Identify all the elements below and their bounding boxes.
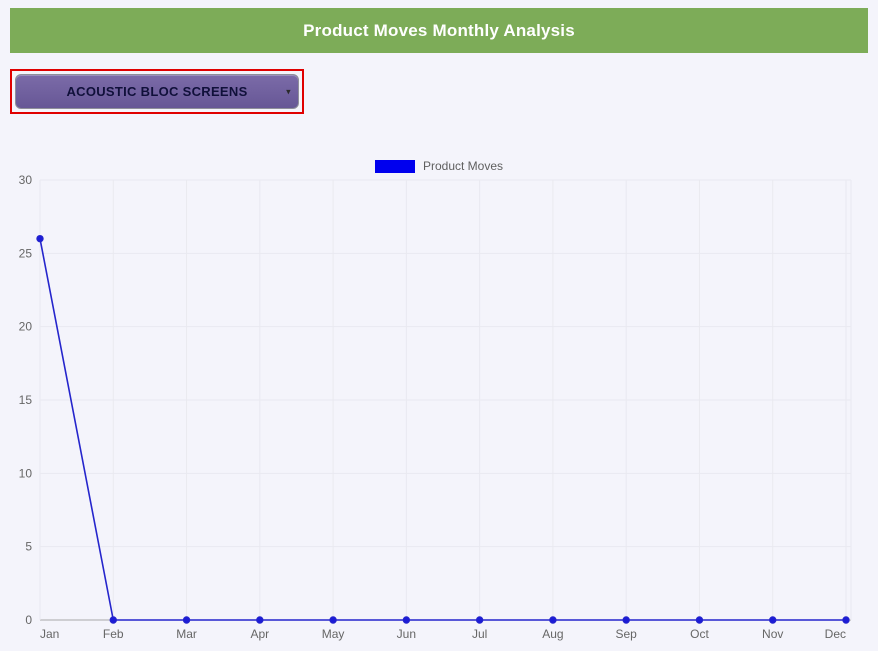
highlight-box: ACOUSTIC BLOC SCREENS ▾ [10, 69, 304, 114]
svg-text:Sep: Sep [616, 627, 638, 641]
svg-text:Aug: Aug [542, 627, 563, 641]
selector-row: ACOUSTIC BLOC SCREENS ▾ [10, 69, 878, 114]
svg-text:25: 25 [19, 246, 33, 260]
svg-text:5: 5 [25, 540, 32, 554]
svg-text:10: 10 [19, 466, 33, 480]
chevron-down-icon: ▾ [286, 85, 291, 96]
svg-text:May: May [322, 627, 345, 641]
svg-text:Oct: Oct [690, 627, 709, 641]
svg-text:Jan: Jan [40, 627, 59, 641]
chart-legend[interactable]: Product Moves [0, 158, 878, 174]
legend-swatch [374, 159, 415, 173]
svg-text:Dec: Dec [825, 627, 846, 641]
page-title-banner: Product Moves Monthly Analysis [10, 8, 868, 53]
svg-text:0: 0 [25, 613, 32, 627]
product-select-value: ACOUSTIC BLOC SCREENS [66, 84, 248, 99]
svg-text:Mar: Mar [176, 627, 197, 641]
svg-text:30: 30 [19, 174, 33, 187]
svg-text:Jun: Jun [397, 627, 416, 641]
svg-text:20: 20 [19, 320, 33, 334]
svg-text:15: 15 [19, 393, 33, 407]
svg-text:Feb: Feb [103, 627, 124, 641]
svg-text:Jul: Jul [472, 627, 487, 641]
product-select[interactable]: ACOUSTIC BLOC SCREENS ▾ [15, 74, 299, 109]
page-title: Product Moves Monthly Analysis [303, 20, 575, 40]
legend-label: Product Moves [422, 159, 504, 173]
svg-text:Apr: Apr [250, 627, 269, 641]
svg-text:Nov: Nov [762, 627, 783, 641]
chart-container: 0 5 10 15 20 25 30 Jan Feb Mar Apr May Jun Jul Aug Sep O… [0, 174, 878, 651]
line-chart: 0 5 10 15 20 25 30 Jan Feb Mar Apr May Jun Jul Aug Sep O… [19, 174, 852, 641]
